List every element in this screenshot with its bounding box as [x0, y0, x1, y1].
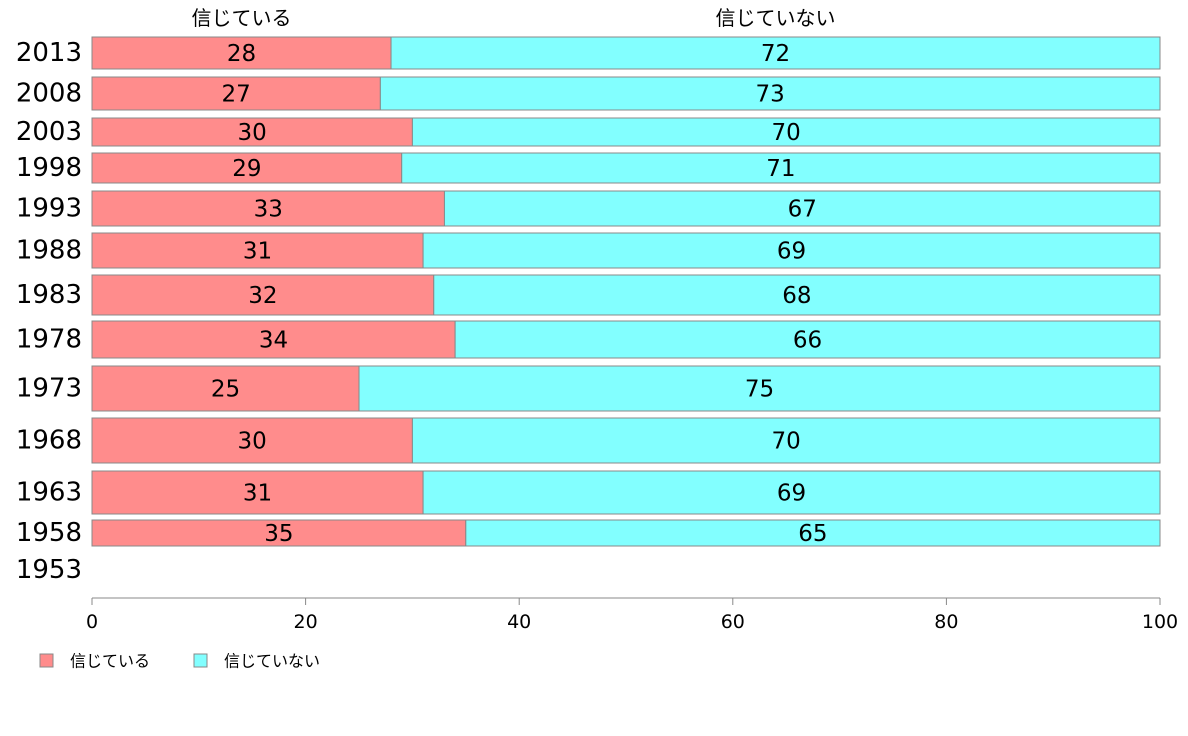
bar-1963-not-believe	[422, 470, 1161, 515]
y-tick-label-1973: 1973	[16, 374, 82, 404]
y-tick-label-1963: 1963	[16, 478, 82, 508]
data-label-1988-believe: 31	[243, 239, 272, 265]
y-tick-label-1988: 1988	[16, 236, 82, 266]
x-tick-label-100: 100	[1142, 611, 1178, 633]
y-tick-label-2008: 2008	[16, 79, 82, 109]
x-tick-label-80: 80	[934, 611, 958, 633]
bar-2013-not-believe	[390, 36, 1161, 70]
data-label-2013-not-believe: 72	[761, 41, 790, 67]
bar-1983-believe	[91, 274, 435, 316]
legend-swatch-believe	[39, 653, 54, 668]
legend-label-believe: 信じている	[70, 652, 150, 671]
data-label-1983-not-believe: 68	[782, 283, 811, 309]
bar-1968-not-believe	[411, 417, 1161, 464]
x-tick-label-20: 20	[294, 611, 318, 633]
data-label-1983-believe: 32	[248, 283, 277, 309]
data-label-1978-not-believe: 66	[793, 328, 822, 354]
data-label-1978-believe: 34	[259, 328, 288, 354]
data-label-1973-believe: 25	[211, 377, 240, 403]
x-tick-label-60: 60	[721, 611, 745, 633]
data-label-2013-believe: 28	[227, 41, 256, 67]
bar-1983-not-believe	[433, 274, 1161, 316]
data-label-1998-not-believe: 71	[766, 156, 795, 182]
y-tick-label-1968: 1968	[16, 426, 82, 456]
bar-2003-not-believe	[411, 117, 1161, 147]
y-tick-label-1953: 1953	[16, 555, 82, 585]
legend-swatch-not-believe	[193, 653, 208, 668]
bar-1958-believe	[91, 519, 467, 547]
x-tick-label-0: 0	[86, 611, 98, 633]
bar-1978-not-believe	[454, 320, 1161, 359]
y-tick-label-1998: 1998	[16, 153, 82, 183]
data-label-2008-believe: 27	[222, 82, 251, 108]
data-label-1998-believe: 29	[232, 156, 261, 182]
y-tick-label-1983: 1983	[16, 280, 82, 310]
y-tick-label-1978: 1978	[16, 325, 82, 355]
bar-1973-not-believe	[358, 365, 1161, 412]
data-label-1963-not-believe: 69	[777, 481, 806, 507]
bar-1998-believe	[91, 152, 403, 184]
y-tick-label-2013: 2013	[16, 38, 82, 68]
bar-1993-believe	[91, 190, 445, 227]
data-label-1993-not-believe: 67	[788, 197, 817, 223]
y-tick-label-1958: 1958	[16, 518, 82, 548]
data-label-1968-believe: 30	[238, 429, 267, 455]
bar-2008-believe	[91, 76, 381, 111]
data-label-1958-not-believe: 65	[798, 521, 827, 547]
bar-1968-believe	[91, 417, 413, 464]
bar-2013-believe	[91, 36, 392, 70]
data-label-1988-not-believe: 69	[777, 239, 806, 265]
bar-2008-not-believe	[379, 76, 1161, 111]
data-label-1973-not-believe: 75	[745, 377, 774, 403]
data-label-1968-not-believe: 70	[772, 429, 801, 455]
data-label-1963-believe: 31	[243, 481, 272, 507]
bar-1988-not-believe	[422, 232, 1161, 269]
series-heading-not-believe: 信じていない	[716, 6, 836, 30]
y-tick-label-1993: 1993	[16, 194, 82, 224]
bar-2003-believe	[91, 117, 413, 147]
data-label-1993-believe: 33	[254, 197, 283, 223]
series-heading-believe: 信じている	[192, 6, 292, 30]
x-tick-label-40: 40	[507, 611, 531, 633]
bar-1973-believe	[91, 365, 360, 412]
data-label-2003-believe: 30	[238, 120, 267, 146]
bar-1963-believe	[91, 470, 424, 515]
legend-label-not-believe: 信じていない	[224, 652, 320, 671]
bar-1958-not-believe	[465, 519, 1161, 547]
data-label-2003-not-believe: 70	[772, 120, 801, 146]
bar-1998-not-believe	[401, 152, 1161, 184]
bar-1993-not-believe	[443, 190, 1161, 227]
data-label-2008-not-believe: 73	[756, 82, 785, 108]
data-label-1958-believe: 35	[264, 521, 293, 547]
y-tick-label-2003: 2003	[16, 117, 82, 147]
